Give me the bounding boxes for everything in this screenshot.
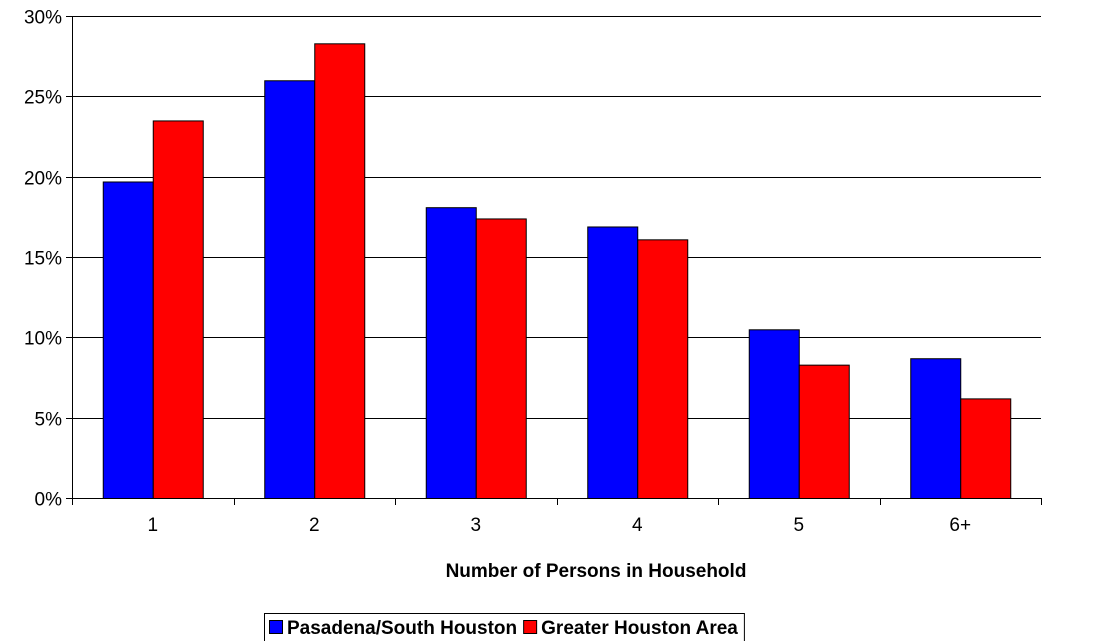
x-tick-label: 5 bbox=[793, 515, 804, 536]
bar-greater-houston-3 bbox=[475, 218, 527, 499]
y-tick-label: 25% bbox=[24, 88, 62, 109]
y-tick-label: 5% bbox=[35, 410, 63, 431]
legend-swatch-greater-houston bbox=[523, 620, 538, 634]
y-tick-label: 10% bbox=[24, 329, 62, 350]
gridlines bbox=[66, 16, 1041, 499]
x-tick-label: 1 bbox=[147, 515, 158, 536]
y-tick-label: 20% bbox=[24, 169, 62, 190]
bar-pasadena-1 bbox=[102, 181, 154, 499]
y-tick-label: 30% bbox=[24, 8, 62, 29]
legend: Pasadena/South Houston Greater Houston Ar… bbox=[264, 613, 745, 641]
legend-label-pasadena: Pasadena/South Houston bbox=[287, 618, 517, 639]
x-tick-label: 6+ bbox=[949, 515, 971, 536]
y-tick-labels: 0% 5% 10% 15% 20% 25% 30% bbox=[24, 8, 62, 511]
bar-greater-houston-1 bbox=[152, 120, 204, 500]
legend-box bbox=[264, 613, 745, 641]
x-tick-label: 4 bbox=[632, 515, 643, 536]
bar-greater-houston-6+ bbox=[960, 398, 1012, 499]
x-axis-title: Number of Persons in Household bbox=[446, 561, 747, 582]
bar-pasadena-4 bbox=[587, 226, 639, 499]
bar-pasadena-5 bbox=[748, 329, 800, 499]
y-tick-label: 0% bbox=[35, 490, 63, 511]
bar-pasadena-3 bbox=[425, 207, 477, 499]
x-tick-labels: 1 2 3 4 5 6+ bbox=[147, 515, 971, 536]
x-tick-label: 3 bbox=[470, 515, 481, 536]
bar-greater-houston-4 bbox=[637, 239, 689, 499]
legend-label-greater-houston: Greater Houston Area bbox=[541, 618, 738, 639]
y-tick-label: 15% bbox=[24, 249, 62, 270]
bar-greater-houston-2 bbox=[314, 43, 366, 500]
bar-pasadena-2 bbox=[264, 80, 316, 500]
bars bbox=[102, 43, 1012, 500]
bar-pasadena-6+ bbox=[910, 358, 962, 499]
axes bbox=[72, 16, 1042, 505]
x-tick-label: 2 bbox=[309, 515, 320, 536]
bar-greater-houston-5 bbox=[798, 364, 850, 499]
legend-swatch-pasadena bbox=[269, 620, 283, 634]
